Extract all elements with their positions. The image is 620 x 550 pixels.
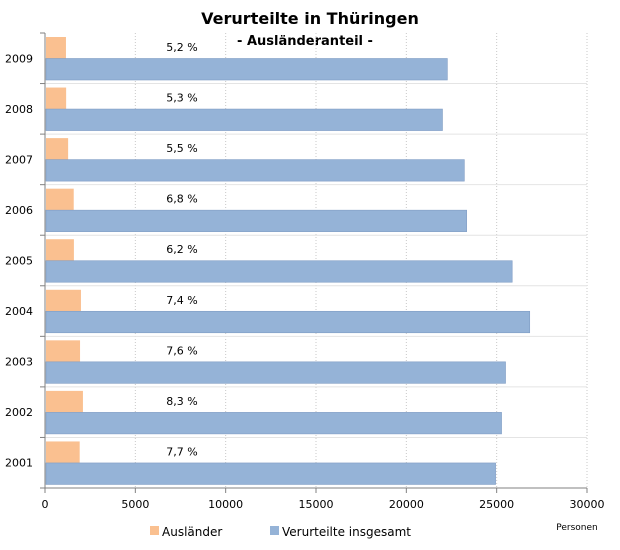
bar-insgesamt <box>45 361 506 384</box>
x-tick-label: 30000 <box>570 498 605 511</box>
y-tick-label: 2007 <box>5 153 33 166</box>
y-tick-label: 2003 <box>5 356 33 369</box>
y-tick-label: 2002 <box>5 406 33 419</box>
chart-title: Verurteilte in Thüringen <box>201 9 419 28</box>
data-label-percent: 7,6 % <box>166 344 197 357</box>
x-tick-label: 10000 <box>208 498 243 511</box>
x-tick-label: 15000 <box>299 498 334 511</box>
y-tick-label: 2001 <box>5 457 33 470</box>
bar-insgesamt <box>45 310 531 334</box>
bar-insgesamt <box>45 462 496 485</box>
y-tick-label: 2005 <box>5 255 33 268</box>
data-label-percent: 7,4 % <box>166 294 197 307</box>
bar-auslaender <box>46 441 80 463</box>
x-tick-label: 5000 <box>121 498 149 511</box>
x-tick-label: 20000 <box>389 498 424 511</box>
bar-auslaender <box>46 138 69 160</box>
chart-subtitle: - Ausländeranteil - <box>237 34 373 49</box>
data-label-percent: 5,3 % <box>166 92 197 105</box>
bar-auslaender <box>46 87 67 110</box>
x-tick-label: 25000 <box>479 498 514 511</box>
x-tick-label: 0 <box>42 498 49 511</box>
y-tick-label: 2008 <box>5 103 33 116</box>
legend: Ausländer Verurteilte insgesamt <box>150 525 411 539</box>
bar-insgesamt <box>45 412 502 435</box>
legend-swatch-auslaender <box>150 526 159 535</box>
y-tick-label: 2006 <box>5 204 33 217</box>
bar-insgesamt <box>45 260 513 283</box>
bar-insgesamt <box>45 159 465 182</box>
legend-label-auslaender: Ausländer <box>162 525 222 539</box>
bar-insgesamt <box>45 58 448 81</box>
bar-insgesamt <box>45 108 443 131</box>
data-label-percent: 6,8 % <box>166 193 197 206</box>
y-tick-label: 2004 <box>5 305 33 318</box>
bar-auslaender <box>46 289 81 312</box>
y-tick-label: 2009 <box>5 52 33 65</box>
legend-swatch-insgesamt <box>270 526 279 535</box>
data-label-percent: 6,2 % <box>166 243 197 256</box>
bar-insgesamt <box>45 209 467 232</box>
bar-auslaender <box>46 340 81 362</box>
bar-auslaender <box>46 188 74 211</box>
data-label-percent: 5,5 % <box>166 142 197 155</box>
bar-auslaender <box>46 239 74 261</box>
data-label-percent: 7,7 % <box>166 445 197 458</box>
data-label-percent: 8,3 % <box>166 395 197 408</box>
bar-auslaender <box>46 37 66 59</box>
legend-label-insgesamt: Verurteilte insgesamt <box>282 525 411 539</box>
data-label-percent: 5,2 % <box>166 41 197 54</box>
bar-auslaender <box>46 390 83 413</box>
x-axis-label: Personen <box>556 523 597 533</box>
